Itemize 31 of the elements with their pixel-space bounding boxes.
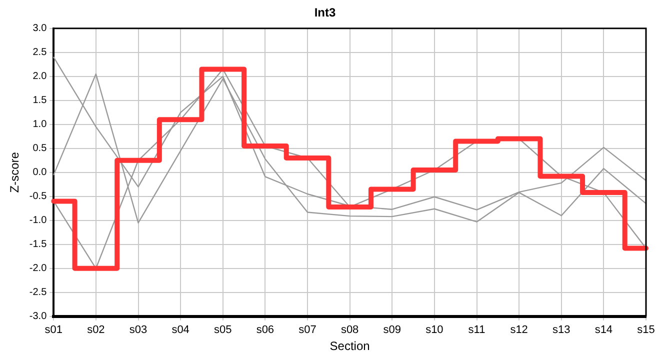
y-tick-label: 1.0 bbox=[32, 119, 48, 130]
y-tick-label: -2.5 bbox=[29, 287, 48, 298]
x-tick-label: s05 bbox=[214, 324, 232, 336]
x-tick-label: s04 bbox=[172, 324, 190, 336]
y-tick-label: 2.5 bbox=[32, 47, 48, 58]
y-tick-label: 3.0 bbox=[32, 23, 48, 34]
x-tick-label: s11 bbox=[468, 324, 486, 336]
x-tick-label: s12 bbox=[510, 324, 528, 336]
y-tick-label: -3.0 bbox=[29, 311, 48, 322]
chart-title: Int3 bbox=[314, 6, 336, 20]
y-tick-label: -2.0 bbox=[29, 263, 48, 274]
y-tick-label: 2.0 bbox=[32, 71, 48, 82]
x-tick-label: s02 bbox=[87, 324, 105, 336]
x-tick-label: s06 bbox=[256, 324, 274, 336]
y-tick-label: -0.5 bbox=[29, 191, 48, 202]
y-axis-title: Z-score bbox=[8, 152, 22, 193]
y-tick-label: 1.5 bbox=[32, 95, 48, 106]
x-tick-label: s08 bbox=[340, 324, 359, 336]
y-tick-label: -1.0 bbox=[29, 215, 48, 226]
x-tick-label: s01 bbox=[44, 324, 63, 336]
y-tick-label: 0.0 bbox=[32, 167, 48, 178]
x-tick-label: s14 bbox=[594, 324, 613, 336]
x-tick-label: s15 bbox=[637, 324, 655, 336]
y-tick-label: -1.5 bbox=[29, 239, 48, 250]
x-tick-label: s07 bbox=[298, 324, 316, 336]
x-tick-label: s09 bbox=[383, 324, 402, 336]
y-tick-label: 0.5 bbox=[32, 143, 48, 154]
x-tick-label: s13 bbox=[552, 324, 570, 336]
x-tick-label: s03 bbox=[129, 324, 148, 336]
x-axis-title: Section bbox=[330, 339, 370, 354]
x-tick-label: s10 bbox=[426, 324, 444, 336]
